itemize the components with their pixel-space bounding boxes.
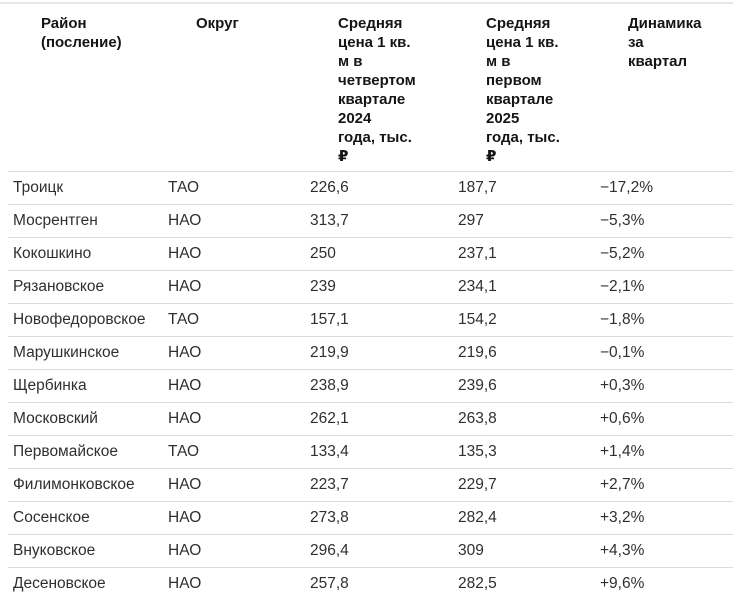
table-row: Кокошкино НАО 250 237,1 −5,2%: [8, 237, 733, 271]
price-q4-2024-cell: 238,9: [310, 369, 458, 403]
dynamics-cell: −0,1%: [600, 336, 733, 370]
district-cell: Внуковское: [8, 534, 168, 568]
dynamics-cell: −17,2%: [600, 171, 733, 205]
price-q1-2025-cell: 219,6: [458, 336, 600, 370]
price-q4-2024-cell: 157,1: [310, 303, 458, 337]
col-header-okrug: Округ: [168, 0, 310, 172]
price-q4-2024-cell: 219,9: [310, 336, 458, 370]
price-q4-2024-cell: 223,7: [310, 468, 458, 502]
district-cell: Московский: [8, 402, 168, 436]
district-cell: Кокошкино: [8, 237, 168, 271]
okrug-cell: ТАО: [168, 171, 310, 205]
table-row: Мосрентген НАО 313,7 297 −5,3%: [8, 204, 733, 238]
okrug-cell: НАО: [168, 575, 202, 592]
table-row: Десеновское НАО 257,8 282,5 +9,6%: [8, 568, 733, 601]
okrug-cell: НАО: [168, 270, 310, 304]
price-q4-2024-cell: 257,8: [310, 575, 349, 592]
price-q1-2025-cell: 229,7: [458, 468, 600, 502]
dynamics-cell: +1,4%: [600, 435, 733, 469]
district-cell: Первомайское: [8, 435, 168, 469]
district-cell: Новофедоровское: [8, 303, 168, 337]
table-body: Троицк ТАО 226,6 187,7 −17,2% Мосрентген НАО 31…: [8, 171, 733, 601]
col-header-district: Район (посление): [8, 0, 168, 172]
table-row: Троицк ТАО 226,6 187,7 −17,2%: [8, 171, 733, 205]
price-q4-2024-cell: 239: [310, 270, 458, 304]
dynamics-cell: +0,3%: [600, 369, 733, 403]
okrug-cell: НАО: [168, 237, 310, 271]
okrug-cell: НАО: [168, 402, 310, 436]
price-q4-2024-cell: 262,1: [310, 402, 458, 436]
price-q1-2025-cell: 187,7: [458, 171, 600, 205]
table-row: Рязановское НАО 239 234,1 −2,1%: [8, 270, 733, 304]
price-q1-2025-cell: 282,5: [458, 575, 497, 592]
col-header-dynamics: Динамика за квартал: [600, 0, 733, 172]
price-q4-2024-cell: 296,4: [310, 534, 458, 568]
district-cell: Сосенское: [8, 501, 168, 535]
price-q4-2024-cell: 313,7: [310, 204, 458, 238]
price-q4-2024-cell: 273,8: [310, 501, 458, 535]
okrug-cell: ТАО: [168, 303, 310, 337]
table-row: Первомайское ТАО 133,4 135,3 +1,4%: [8, 435, 733, 469]
district-cell: Филимонковское: [8, 468, 168, 502]
okrug-cell: НАО: [168, 501, 310, 535]
price-q1-2025-cell: 282,4: [458, 501, 600, 535]
table-row: Марушкинское НАО 219,9 219,6 −0,1%: [8, 336, 733, 370]
okrug-cell: НАО: [168, 336, 310, 370]
price-q1-2025-cell: 263,8: [458, 402, 600, 436]
price-table: Район (посление) Округ Средняя цена 1 кв…: [8, 0, 733, 600]
dynamics-cell: −2,1%: [600, 270, 733, 304]
okrug-cell: НАО: [168, 534, 310, 568]
district-cell: Троицк: [8, 171, 168, 205]
table-row: Щербинка НАО 238,9 239,6 +0,3%: [8, 369, 733, 403]
price-q1-2025-cell: 237,1: [458, 237, 600, 271]
district-cell: Десеновское: [13, 575, 106, 592]
price-q4-2024-cell: 250: [310, 237, 458, 271]
table-row: Сосенское НАО 273,8 282,4 +3,2%: [8, 501, 733, 535]
dynamics-cell: +4,3%: [600, 534, 733, 568]
district-cell: Мосрентген: [8, 204, 168, 238]
dynamics-cell: +2,7%: [600, 468, 733, 502]
okrug-cell: НАО: [168, 468, 310, 502]
price-q1-2025-cell: 154,2: [458, 303, 600, 337]
price-q1-2025-cell: 234,1: [458, 270, 600, 304]
col-header-price-q1-2025: Средняя цена 1 кв. м в первом квартале 2…: [458, 0, 600, 172]
price-q4-2024-cell: 226,6: [310, 171, 458, 205]
table-row: Новофедоровское ТАО 157,1 154,2 −1,8%: [8, 303, 733, 337]
dynamics-cell: −5,3%: [600, 204, 733, 238]
price-q1-2025-cell: 309: [458, 534, 600, 568]
district-cell: Рязановское: [8, 270, 168, 304]
dynamics-cell: +3,2%: [600, 501, 733, 535]
top-divider: [0, 2, 733, 4]
table-row: Внуковское НАО 296,4 309 +4,3%: [8, 534, 733, 568]
dynamics-cell: +0,6%: [600, 402, 733, 436]
district-cell: Щербинка: [8, 369, 168, 403]
dynamics-cell: +9,6%: [600, 575, 645, 592]
okrug-cell: ТАО: [168, 435, 310, 469]
price-q1-2025-cell: 135,3: [458, 435, 600, 469]
col-header-price-q4-2024: Средняя цена 1 кв. м в четвертом квартал…: [310, 0, 458, 172]
header-row: Район (посление) Округ Средняя цена 1 кв…: [8, 0, 733, 172]
price-q4-2024-cell: 133,4: [310, 435, 458, 469]
district-cell: Марушкинское: [8, 336, 168, 370]
okrug-cell: НАО: [168, 369, 310, 403]
price-q1-2025-cell: 297: [458, 204, 600, 238]
price-q1-2025-cell: 239,6: [458, 369, 600, 403]
table-row: Московский НАО 262,1 263,8 +0,6%: [8, 402, 733, 436]
table-row: Филимонковское НАО 223,7 229,7 +2,7%: [8, 468, 733, 502]
okrug-cell: НАО: [168, 204, 310, 238]
dynamics-cell: −5,2%: [600, 237, 733, 271]
dynamics-cell: −1,8%: [600, 303, 733, 337]
